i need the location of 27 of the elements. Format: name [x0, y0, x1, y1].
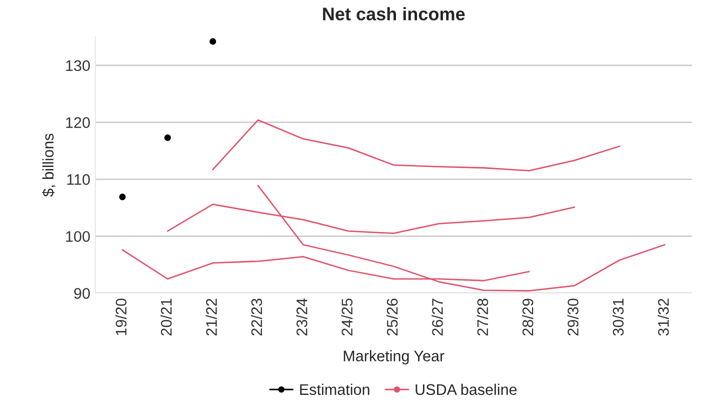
y-tick-label: 110 — [67, 174, 90, 185]
y-tick-label: 90 — [74, 288, 90, 299]
x-tick-label: 27/28 — [476, 298, 488, 336]
x-tick-label: 31/32 — [658, 298, 669, 336]
legend-label: USDA baseline — [416, 384, 517, 395]
y-tick-label: 130 — [66, 60, 90, 72]
x-tick-label: 21/22 — [206, 298, 217, 336]
x-tick-label: 22/23 — [250, 298, 262, 336]
x-tick-label: 25/26 — [386, 298, 398, 336]
point — [164, 134, 171, 141]
legend-label: Estimation — [300, 384, 370, 395]
y-tick-label: 100 — [66, 231, 90, 242]
line-series — [212, 119, 620, 172]
y-axis-title: $, billions — [42, 134, 56, 197]
x-tick-label: 19/20 — [115, 298, 127, 336]
x-axis-title: Marketing Year — [344, 350, 444, 364]
x-tick-label: 24/25 — [341, 298, 352, 336]
x-tick-label: 26/27 — [432, 298, 443, 336]
x-tick-label: 29/30 — [567, 298, 578, 336]
x-tick-label: 30/31 — [612, 298, 624, 336]
x-tick-label: 20/21 — [160, 298, 172, 336]
x-tick-label: 23/24 — [296, 298, 308, 336]
x-tick-label: 28/29 — [522, 298, 534, 336]
point — [119, 194, 126, 200]
point — [210, 38, 216, 45]
y-tick-label: 120 — [66, 117, 90, 128]
chart-title: Net cash income — [323, 7, 465, 20]
